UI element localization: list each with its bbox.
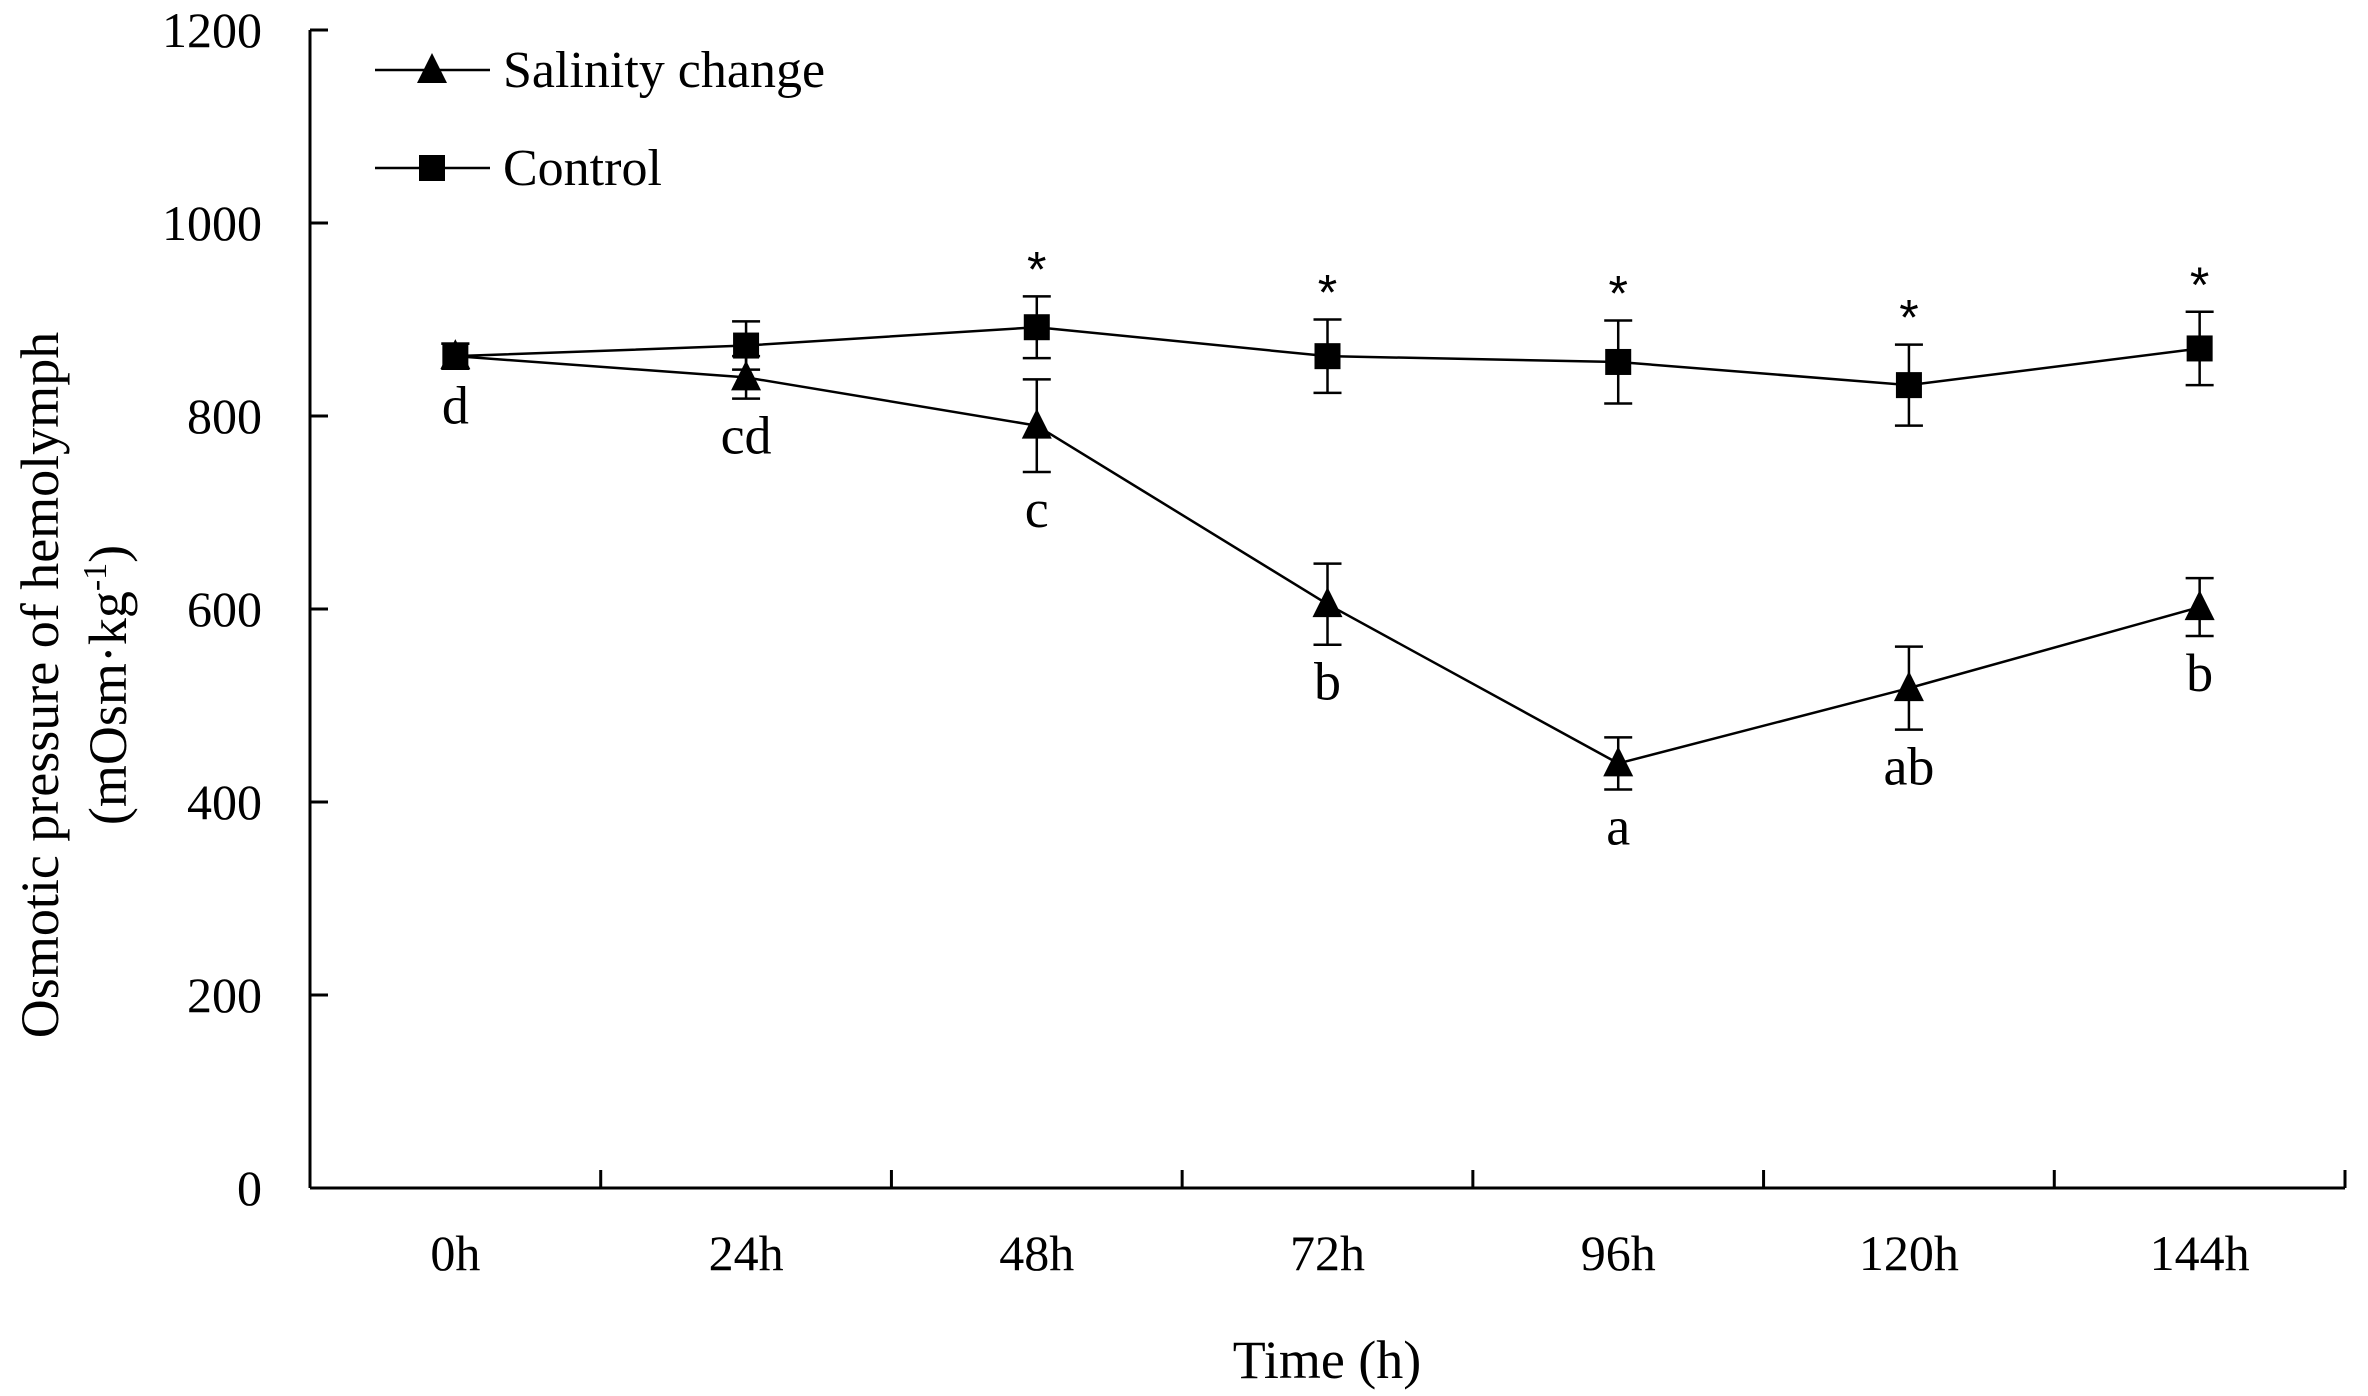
x-tick-label: 96h	[1581, 1225, 1656, 1281]
y-tick-label: 0	[237, 1160, 262, 1216]
significance-letter: d	[442, 376, 469, 436]
data-point	[731, 360, 762, 391]
series-layer: d cd c b a ab b * * * * *	[440, 241, 2215, 856]
significance-asterisk: *	[1899, 290, 1918, 346]
data-point	[1023, 314, 1050, 341]
y-tick-label: 800	[187, 388, 262, 444]
y-tick-label: 400	[187, 774, 262, 830]
y-tick-label: 200	[187, 967, 262, 1023]
data-point	[1605, 348, 1632, 375]
y-axis-title: Osmotic pressure of hemolymph (mOsm·kg-1…	[10, 332, 138, 1038]
y-tick-label: 600	[187, 581, 262, 637]
y-tick-label: 1000	[162, 195, 262, 251]
y-axis-unit-prefix: (mOsm·kg	[78, 591, 138, 825]
significance-letter: cd	[721, 406, 772, 466]
data-point	[1603, 746, 1634, 777]
axes: 0 200 400 600 800 1000 1200 0h 24h 48h 72h 96h 120h 1…	[162, 2, 2347, 1281]
significance-asterisk: *	[2190, 257, 2209, 313]
significance-asterisk: *	[1608, 265, 1627, 321]
data-point	[1312, 587, 1343, 618]
x-tick-label: 72h	[1290, 1225, 1365, 1281]
legend: Salinity change Control	[375, 42, 825, 197]
data-point	[733, 332, 760, 359]
legend-item: Salinity change	[375, 42, 825, 99]
y-axis-unit-superscript: -1	[77, 563, 114, 591]
data-point	[2186, 335, 2213, 362]
data-point	[1021, 408, 1052, 439]
series-salinity-change: d cd c b a ab b	[440, 339, 2215, 856]
legend-marker	[417, 53, 447, 83]
y-axis-title-line2: (mOsm·kg-1)	[77, 545, 138, 825]
data-point	[442, 343, 469, 370]
y-axis-unit-suffix: )	[78, 545, 138, 563]
series-control: * * * * *	[441, 241, 2214, 427]
legend-item: Control	[375, 140, 662, 197]
x-tick-label: 48h	[999, 1225, 1074, 1281]
x-axis-title: Time (h)	[1233, 1330, 1422, 1390]
legend-marker	[419, 155, 445, 181]
significance-letter: a	[1606, 796, 1630, 856]
legend-label: Control	[503, 140, 662, 197]
significance-asterisk: *	[1027, 241, 1046, 297]
legend-label: Salinity change	[503, 42, 825, 99]
x-tick-label: 144h	[2150, 1225, 2250, 1281]
x-tick-label: 24h	[709, 1225, 784, 1281]
significance-letter: b	[2186, 643, 2213, 703]
x-tick-label: 0h	[430, 1225, 480, 1281]
y-tick-label: 1200	[162, 2, 262, 58]
data-point	[1314, 343, 1341, 370]
data-point	[1895, 372, 1922, 399]
y-axis-title-line1: Osmotic pressure of hemolymph	[10, 332, 70, 1038]
x-tick-label: 120h	[1859, 1225, 1959, 1281]
significance-letter: c	[1025, 479, 1049, 539]
significance-asterisk: *	[1318, 265, 1337, 321]
data-point	[1893, 671, 1924, 702]
significance-letter: ab	[1883, 737, 1934, 797]
significance-letter: b	[1314, 652, 1341, 712]
data-point	[2184, 590, 2215, 621]
